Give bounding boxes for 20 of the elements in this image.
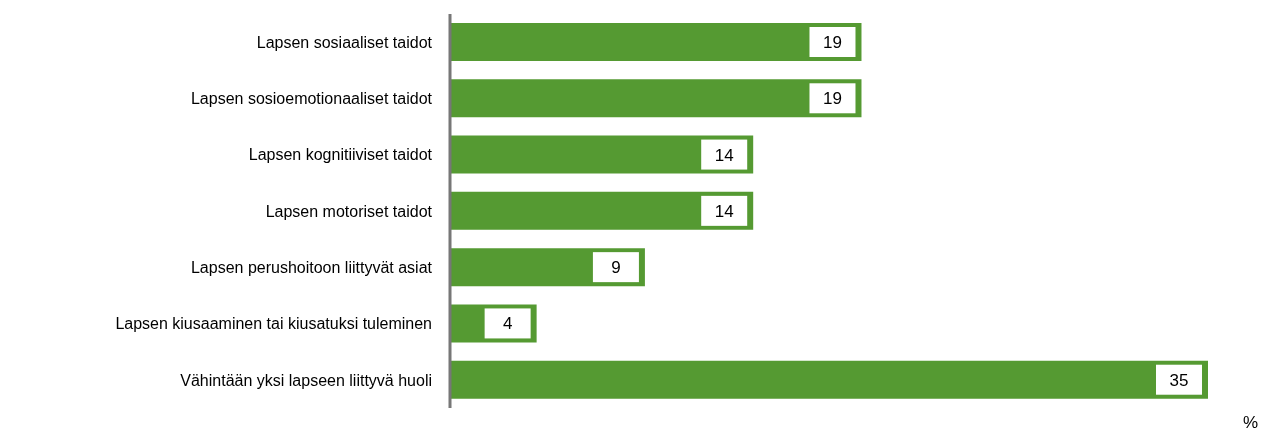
bar — [450, 79, 862, 118]
data-label: 9 — [611, 258, 621, 278]
y-tick-label: Vähintään yksi lapseen liittyvä huoli — [180, 371, 432, 389]
y-tick-label: Lapsen motoriset taidot — [265, 202, 433, 220]
y-tick-label: Lapsen kiusaaminen tai kiusatuksi tuleminen — [115, 315, 432, 333]
data-label: 19 — [823, 89, 842, 109]
y-tick-label: Lapsen sosioemotionaaliset taidot — [190, 90, 433, 108]
data-label: 4 — [502, 314, 513, 334]
data-label: 19 — [823, 33, 842, 52]
y-tick-label: Lapsen kognitiiviset taidot — [248, 146, 433, 164]
bar — [450, 23, 862, 61]
data-label: 14 — [714, 201, 734, 221]
bar — [450, 360, 1208, 399]
data-label: 35 — [1169, 370, 1189, 390]
bar — [450, 135, 754, 174]
y-tick-label: Lapsen sosiaaliset taidot — [256, 33, 433, 51]
x-axis-title: % — [1242, 413, 1258, 433]
data-label: 14 — [714, 145, 734, 165]
bar — [450, 191, 754, 230]
y-tick-label: Lapsen perushoitoon liittyvät asiat — [190, 258, 433, 276]
